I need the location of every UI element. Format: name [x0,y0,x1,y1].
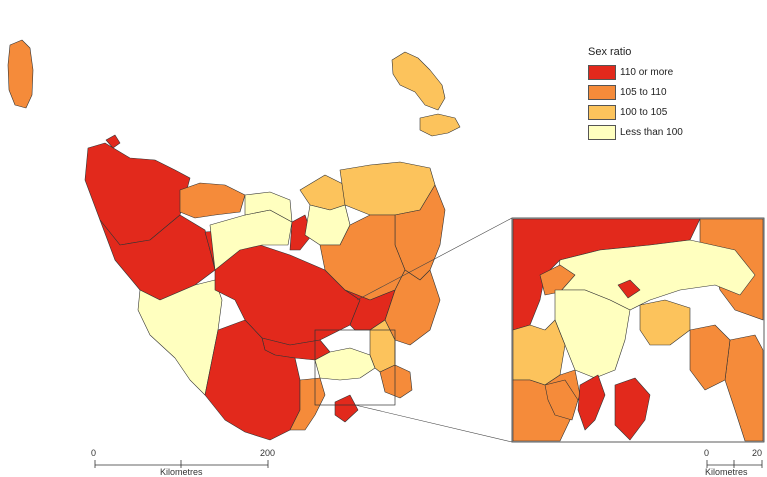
inset-region-south-red-1 [577,374,606,431]
inset-scale-bar [706,460,763,468]
legend-item: Less than 100 [588,123,758,141]
region-bruny [334,394,359,423]
legend-item: 110 or more [588,63,758,81]
inset-region-west-band [539,264,576,296]
main-scale-bar [94,460,269,468]
legend-swatch [588,124,616,140]
inset-leader-top [356,217,513,301]
legend-label: 110 or more [620,66,674,78]
king-island [7,39,34,109]
inset-scale-unit: Kilometres [705,467,748,477]
inset-region-east-yellow [639,299,691,346]
inset-region-south-red-2 [614,377,651,441]
region-central-west [204,229,361,346]
inset-region-south-east-orange [724,334,764,442]
legend-swatch [588,104,616,120]
inset-region-small-red [617,279,641,299]
legend-swatch [588,84,616,100]
cape-barren-island [419,113,461,137]
inset-region-west-yellow [512,319,566,386]
region-north-coast [179,182,246,219]
inset-leader-bottom [354,404,513,443]
region-tasman-peninsula [379,364,413,399]
main-scale-start: 0 [91,448,97,458]
region-meander [289,214,313,251]
legend-label: Less than 100 [620,126,683,138]
inset-scale-start: 0 [704,448,710,458]
inset-region-south-orange [544,379,579,421]
inset-scale-end: 20 [752,448,763,458]
legend-item: 100 to 105 [588,103,758,121]
legend-swatch [588,64,616,80]
inset-map [511,217,765,443]
inset-region-south-east-orange-2 [689,324,731,391]
legend-title: Sex ratio [588,46,632,58]
main-scale-unit: Kilometres [160,467,203,477]
legend-label: 100 to 105 [620,106,668,118]
flinders-island [391,51,446,111]
legend-label: 105 to 110 [620,86,667,98]
hunter-island [105,134,121,149]
region-southern [204,319,301,441]
legend-item: 105 to 110 [588,83,758,101]
region-launceston-north [299,174,346,211]
main-scale-end: 200 [260,448,276,458]
region-north-east [339,161,436,216]
region-huon [289,377,326,431]
region-northern-midlands [319,214,406,301]
legend: Sex ratio 110 or more 105 to 110 100 to … [588,46,758,143]
